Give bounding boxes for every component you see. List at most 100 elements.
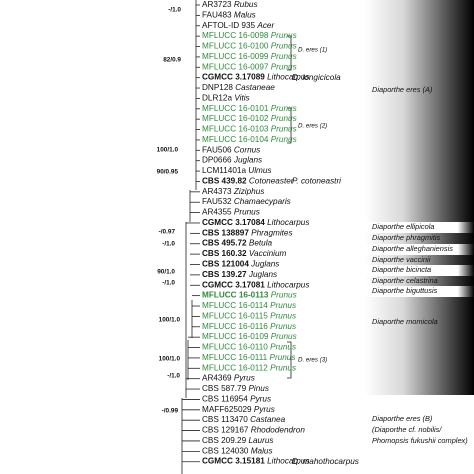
- taxon-label: AR4355 Prunus: [202, 208, 260, 217]
- taxon-id: CBS 160.32: [202, 249, 247, 258]
- taxon-label: CBS 209.29 Laurus: [202, 436, 273, 445]
- taxon-id: MFLUCC 16-0103: [202, 125, 269, 134]
- taxon-label: MFLUCC 16-0103 Prunus: [202, 125, 297, 134]
- taxon-label: DP0666 Juglans: [202, 156, 262, 165]
- taxon-label: FAU506 Cornus: [202, 145, 260, 154]
- taxon-id: MFLUCC 16-0110: [202, 343, 268, 352]
- support-value: -/1.0: [167, 373, 180, 380]
- taxon-host: Malus: [234, 11, 256, 20]
- taxon-host: Prunus: [271, 42, 297, 51]
- bracket: [287, 107, 292, 144]
- taxon-host: Pyrus: [254, 405, 275, 414]
- taxon-host: Prunus: [271, 31, 297, 40]
- taxon-id: DNP128: [202, 83, 233, 92]
- taxon-host: Prunus: [271, 291, 297, 300]
- support-value: -/0.97: [159, 229, 176, 236]
- taxon-host: Phragmites: [251, 229, 292, 238]
- taxon-host: Pinus: [248, 384, 268, 393]
- taxon-host: Prunus: [271, 114, 297, 123]
- band: [365, 233, 474, 244]
- taxon-label: MFLUCC 16-0110 Prunus: [202, 343, 296, 352]
- taxon-id: FAU506: [202, 145, 232, 154]
- taxon-host: Prunus: [270, 301, 296, 310]
- taxon-label: AFTOL-ID 935 Acer: [202, 21, 274, 30]
- taxon-id: CBS 113470: [202, 415, 248, 424]
- clade-label: Diaporthe momicola: [372, 317, 438, 326]
- taxon-id: CBS 116954: [202, 395, 248, 404]
- taxon-host: Prunus: [271, 125, 297, 134]
- taxon-label: CGMCC 3.17081 Lithocarpus: [202, 280, 309, 289]
- taxon-host: Prunus: [234, 208, 260, 217]
- taxon-id: CBS 439.82: [202, 177, 247, 186]
- taxon-id: MFLUCC 16-0099: [202, 52, 269, 61]
- taxon-host: Prunus: [270, 353, 296, 362]
- band: [365, 286, 474, 297]
- taxon-label: AR4369 Pyrus: [202, 374, 255, 383]
- taxon-host: Prunus: [270, 312, 296, 321]
- clade-label: Diaporthe alleghaniensis: [372, 244, 453, 253]
- taxon-host: Juglans: [233, 156, 262, 165]
- taxon-host: Lithocarpus: [267, 280, 309, 289]
- taxon-host: Prunus: [270, 343, 296, 352]
- taxon-note: D. longicicola: [292, 73, 341, 82]
- bracket: [287, 341, 292, 379]
- taxon-host: Rhododendron: [251, 426, 306, 435]
- taxon-host: Chamaecyparis: [234, 197, 291, 206]
- taxon-label: CBS 495.72 Betula: [202, 239, 273, 248]
- taxon-id: AFTOL-ID 935: [202, 21, 256, 30]
- clade-label: Diaporthe biguttusis: [372, 286, 438, 295]
- taxon-host: Juglans: [250, 260, 279, 269]
- taxon-label: CBS 124030 Malus: [202, 447, 273, 456]
- taxon-label: MFLUCC 16-0113 Prunus: [202, 291, 297, 300]
- taxon-host: Cornus: [234, 145, 260, 154]
- taxon-label: MFLUCC 16-0098 Prunus: [202, 31, 297, 40]
- clade-label: Diaporthe bicincta: [372, 265, 431, 274]
- band: [365, 222, 474, 233]
- taxon-id: MFLUCC 16-0112: [202, 363, 268, 372]
- taxon-id: MFLUCC 16-0104: [202, 135, 269, 144]
- band: [365, 244, 474, 255]
- support-value: 100/1.0: [157, 147, 179, 154]
- taxon-id: CBS 587.79: [202, 384, 247, 393]
- taxon-label: CBS 439.82 Cotoneaster: [202, 177, 294, 186]
- support-value: 100/1.0: [159, 317, 181, 324]
- clade-label: Diaporthe celastrina: [372, 276, 438, 285]
- clade-label: Diaporthe eres (B): [372, 414, 433, 423]
- taxon-host: Prunus: [271, 135, 297, 144]
- taxon-id: MFLUCC 16-0113: [202, 291, 269, 300]
- taxon-id: CGMCC 3.15181: [202, 457, 265, 466]
- taxon-host: Betula: [249, 239, 273, 248]
- taxon-host: Ulmus: [248, 166, 271, 175]
- bracket: [287, 35, 292, 71]
- support-value: 90/0.95: [157, 169, 179, 176]
- taxon-id: MFLUCC 16-0115: [202, 312, 268, 321]
- taxon-id: AR3723: [202, 0, 232, 9]
- taxon-id: MAFF625029: [202, 405, 252, 414]
- support-value: -/0.99: [162, 408, 179, 415]
- taxon-label: CBS 129167 Rhododendron: [202, 426, 305, 435]
- taxon-host: Pyrus: [234, 374, 255, 383]
- taxon-host: Lithocarpus: [267, 73, 309, 82]
- taxon-label: MAFF625029 Pyrus: [202, 405, 275, 414]
- taxon-note: D. mahothocarpus: [292, 457, 359, 466]
- taxon-id: MFLUCC 16-0100: [202, 42, 269, 51]
- taxon-id: CGMCC 3.17089: [202, 73, 265, 82]
- taxon-label: DNP128 Castaneae: [202, 83, 275, 92]
- support-value: 82/0.9: [163, 57, 181, 64]
- taxon-host: Vitis: [234, 94, 249, 103]
- taxon-label: DLR12a Vitis: [202, 94, 250, 103]
- taxon-label: CGMCC 3.17089 Lithocarpus: [202, 73, 309, 82]
- support-value: 90/1.0: [157, 269, 175, 276]
- taxon-label: FAU532 Chamaecyparis: [202, 197, 291, 206]
- taxon-id: MFLUCC 16-0101: [202, 104, 269, 113]
- clade-label: Diaporthe ellipicola: [372, 222, 434, 231]
- clade-label: Diaporthe eres (A): [372, 85, 433, 94]
- taxon-label: LCM11401a Ulmus: [202, 166, 271, 175]
- taxon-id: CBS 139.27: [202, 270, 247, 279]
- taxon-host: Rubus: [234, 0, 258, 9]
- taxon-host: Prunus: [271, 104, 297, 113]
- subclade-label: D. eres (3): [298, 357, 327, 364]
- taxon-id: AR4373: [202, 187, 232, 196]
- taxon-id: FAU532: [202, 197, 232, 206]
